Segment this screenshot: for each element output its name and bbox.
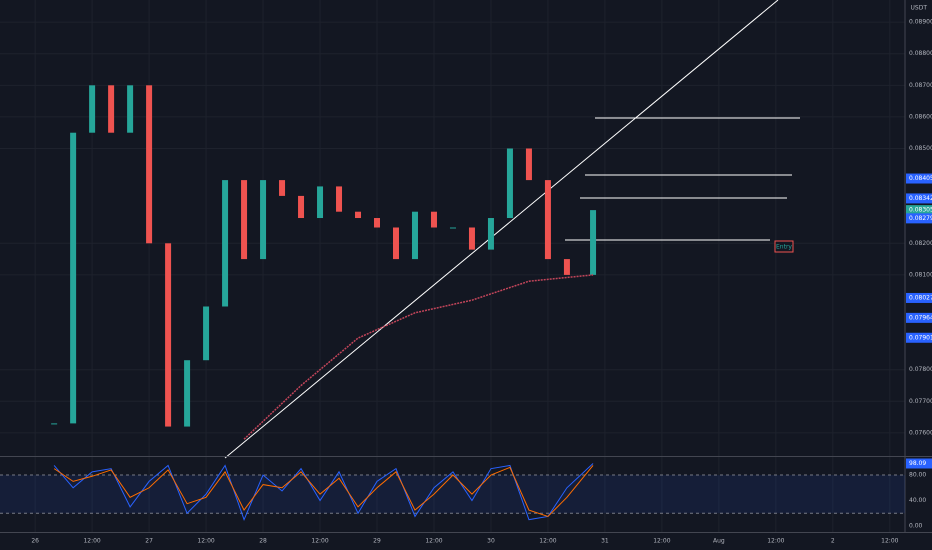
moving-average: [243, 274, 594, 440]
y-tick-label: 0.00: [909, 523, 923, 530]
candle: [70, 132, 77, 424]
price-badge: [906, 213, 932, 224]
price-badge: [906, 312, 932, 323]
x-tick-label: 28: [259, 538, 267, 545]
band-fill: [0, 475, 905, 514]
y-tick-label: 0.08900: [909, 19, 932, 26]
candle: [544, 180, 551, 260]
candle: [487, 218, 494, 250]
y-tick-label: 80.00: [909, 472, 926, 479]
candle: [51, 423, 58, 425]
annotation: Entry: [776, 244, 792, 251]
x-tick-label: 12:00: [197, 538, 214, 545]
candle: [279, 180, 286, 196]
y-tick-label: 40.00: [909, 497, 926, 504]
y-tick-label: 0.08800: [909, 50, 932, 57]
x-tick-label: 12:00: [653, 538, 670, 545]
candle: [298, 195, 305, 219]
x-tick-label: 26: [31, 538, 39, 545]
price-badge: [906, 332, 932, 343]
y-tick-label: 0.08600: [909, 113, 932, 120]
stoch-badge-label: 98.09: [909, 460, 926, 467]
x-tick-label: 29: [373, 538, 381, 545]
x-tick-label: 12:00: [881, 538, 898, 545]
price-badge: [906, 193, 932, 204]
candle: [127, 85, 134, 133]
y-tick-label: 0.08100: [909, 271, 932, 278]
x-tick-label: 12:00: [83, 538, 100, 545]
candle: [468, 227, 475, 250]
price-badge-label: 0.07901: [909, 334, 932, 341]
price-badge-label: 0.08305: [909, 207, 932, 214]
unit: USDT: [911, 5, 928, 12]
candle: [590, 210, 597, 275]
x-tick-label: 2: [831, 538, 835, 545]
y-tick-label: 0.08500: [909, 145, 932, 152]
candle: [317, 186, 324, 219]
stoch-badge: [906, 458, 932, 469]
y-tick-label: 0.07600: [909, 429, 932, 436]
x-tick-label: 12:00: [311, 538, 328, 545]
x-tick-label: 31: [601, 538, 609, 545]
stoch-line: [53, 463, 594, 522]
candle: [374, 218, 381, 228]
candle: [506, 148, 513, 219]
x-tick-label: 12:00: [539, 538, 556, 545]
x-tick-label: 12:00: [425, 538, 442, 545]
candle: [203, 306, 210, 361]
x-tick-label: 27: [145, 538, 153, 545]
candle: [525, 148, 532, 181]
price-badge-label: 0.08279: [909, 215, 932, 222]
candle: [411, 211, 418, 260]
trend-line: [224, 0, 779, 459]
candle: [355, 211, 362, 219]
y-tick-label: 0.07800: [909, 366, 932, 373]
x-tick-label: 30: [487, 538, 495, 545]
candle: [184, 360, 191, 427]
stoch-line: [53, 465, 594, 518]
y-tick-label: 0.08200: [909, 240, 932, 247]
candle: [563, 259, 570, 275]
candle: [449, 227, 456, 229]
candle: [165, 243, 172, 427]
candle: [89, 85, 96, 133]
x-tick-label: 12:00: [767, 538, 784, 545]
annotation-box: [774, 240, 794, 253]
candle: [260, 180, 267, 260]
candle: [241, 180, 248, 260]
candle: [108, 85, 115, 133]
candle: [392, 227, 399, 260]
price-badge: [906, 292, 932, 303]
y-tick-label: 0.07700: [909, 398, 932, 405]
price-badge-label: 0.08027: [909, 294, 932, 301]
candle: [222, 180, 229, 307]
candle: [336, 186, 343, 212]
price-badge-label: 0.08342: [909, 195, 932, 202]
price-badge: [906, 173, 932, 184]
candle: [430, 211, 437, 228]
x-tick-label: Aug: [713, 538, 725, 545]
candle: [146, 85, 153, 244]
y-tick-label: 0.08700: [909, 82, 932, 89]
price-badge-label: 0.08405: [909, 175, 932, 182]
price-badge-label: 0.07964: [909, 314, 932, 321]
